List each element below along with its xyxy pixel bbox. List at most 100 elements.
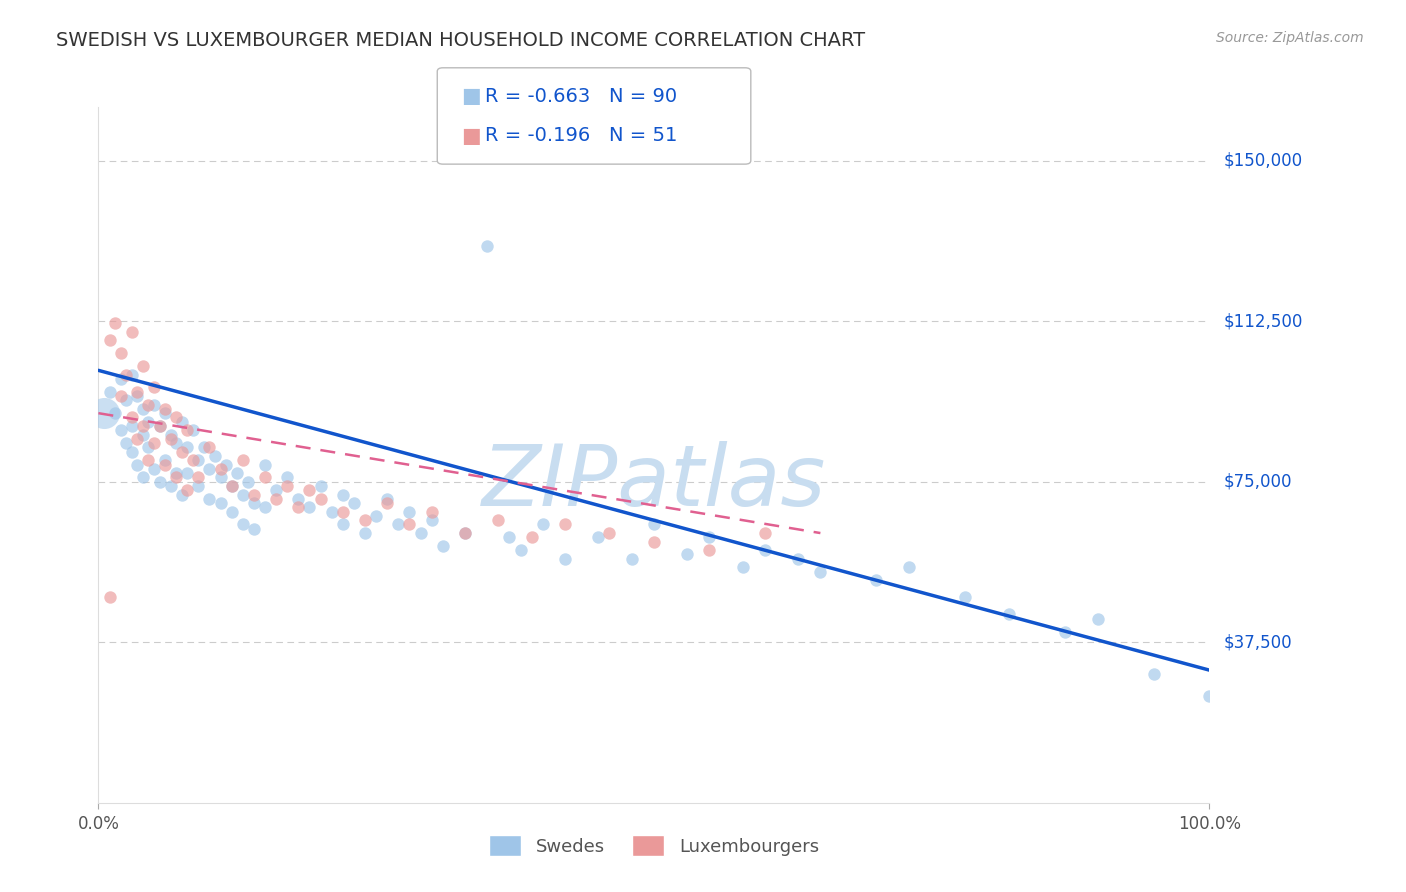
Point <box>110 346 132 360</box>
Text: Source: ZipAtlas.com: Source: ZipAtlas.com <box>1216 31 1364 45</box>
Point <box>159 479 181 493</box>
Point <box>287 491 309 506</box>
Point <box>132 419 155 434</box>
Point <box>170 415 193 429</box>
Point <box>138 441 160 455</box>
Point <box>148 419 170 434</box>
Point <box>620 551 643 566</box>
Point <box>253 470 276 484</box>
Point <box>454 526 477 541</box>
Point <box>332 505 354 519</box>
Point <box>998 607 1021 622</box>
Point <box>165 410 187 425</box>
Point <box>398 505 420 519</box>
Text: SWEDISH VS LUXEMBOURGER MEDIAN HOUSEHOLD INCOME CORRELATION CHART: SWEDISH VS LUXEMBOURGER MEDIAN HOUSEHOLD… <box>56 31 865 50</box>
Point <box>110 389 132 403</box>
Point <box>486 513 509 527</box>
Point <box>98 384 121 399</box>
Point <box>432 539 454 553</box>
Point <box>121 419 143 434</box>
Point <box>354 513 377 527</box>
Point <box>104 406 127 420</box>
Point <box>409 526 432 541</box>
Point <box>754 526 776 541</box>
Text: $37,500: $37,500 <box>1223 633 1292 651</box>
Point <box>475 239 498 253</box>
Point <box>165 436 187 450</box>
Point <box>153 458 176 472</box>
Point <box>676 548 699 562</box>
Point <box>309 479 332 493</box>
Point <box>454 526 477 541</box>
Point <box>643 517 665 532</box>
Point <box>243 522 266 536</box>
Point <box>209 496 232 510</box>
Point <box>159 432 181 446</box>
Point <box>387 517 409 532</box>
Point <box>104 316 127 330</box>
Point <box>375 496 398 510</box>
Text: ■: ■ <box>461 126 481 145</box>
Point <box>115 368 138 382</box>
Point <box>176 423 198 437</box>
Point <box>531 517 554 532</box>
Point <box>232 517 254 532</box>
Point <box>264 491 287 506</box>
Text: $75,000: $75,000 <box>1223 473 1292 491</box>
Point <box>165 470 187 484</box>
Point <box>110 372 132 386</box>
Point <box>127 384 149 399</box>
Point <box>187 479 209 493</box>
Point <box>132 427 155 442</box>
Point <box>132 470 155 484</box>
Point <box>110 423 132 437</box>
Point <box>1198 689 1220 703</box>
Point <box>238 475 260 489</box>
Point <box>498 530 520 544</box>
Point <box>276 479 298 493</box>
Point <box>332 517 354 532</box>
Point <box>354 526 377 541</box>
Point <box>598 526 620 541</box>
Point <box>121 444 143 458</box>
Point <box>232 487 254 501</box>
Point <box>138 415 160 429</box>
Point <box>115 436 138 450</box>
Text: $112,500: $112,500 <box>1223 312 1302 330</box>
Point <box>138 453 160 467</box>
Point <box>148 419 170 434</box>
Text: ZIPatlas: ZIPatlas <box>482 442 825 524</box>
Point <box>243 487 266 501</box>
Point <box>176 466 198 480</box>
Point <box>643 534 665 549</box>
Point <box>176 483 198 498</box>
Point <box>232 453 254 467</box>
Point <box>153 453 176 467</box>
Point <box>127 389 149 403</box>
Point <box>221 479 243 493</box>
Point <box>143 398 166 412</box>
Point <box>193 441 215 455</box>
Point <box>953 591 976 605</box>
Point <box>98 591 121 605</box>
Point <box>93 406 115 420</box>
Text: R = -0.196   N = 51: R = -0.196 N = 51 <box>485 126 678 145</box>
Point <box>366 508 388 523</box>
Point <box>127 458 149 472</box>
Point <box>309 491 332 506</box>
Point <box>509 543 531 558</box>
Point <box>153 406 176 420</box>
Point <box>170 487 193 501</box>
Point <box>98 334 121 348</box>
Point <box>298 483 321 498</box>
Legend: Swedes, Luxembourgers: Swedes, Luxembourgers <box>481 828 827 863</box>
Point <box>121 325 143 339</box>
Point <box>138 398 160 412</box>
Point <box>253 458 276 472</box>
Point <box>343 496 366 510</box>
Point <box>132 401 155 416</box>
Point <box>148 475 170 489</box>
Point <box>298 500 321 515</box>
Point <box>287 500 309 515</box>
Point <box>115 393 138 408</box>
